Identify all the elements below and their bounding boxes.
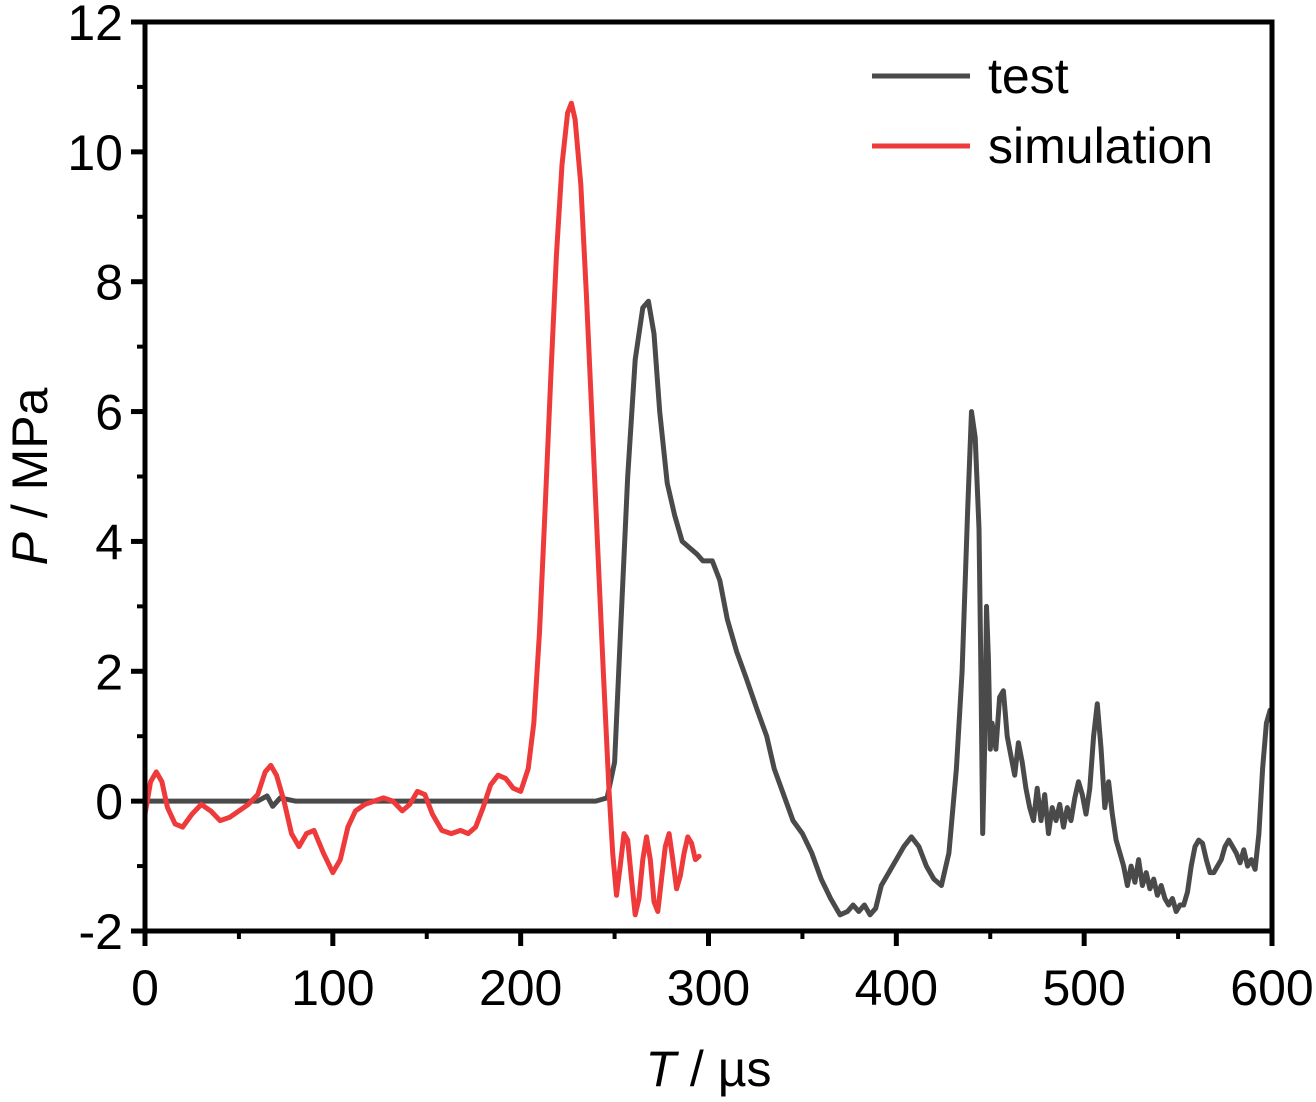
y-axis-title: P / MPa xyxy=(2,387,58,565)
legend-label-test: test xyxy=(988,48,1069,104)
y-axis-unit: / MPa xyxy=(2,387,58,532)
y-tick-label: 4 xyxy=(95,514,123,570)
series-line-test xyxy=(142,298,1273,918)
y-tick-label: 10 xyxy=(67,125,123,181)
y-tick-label: 2 xyxy=(95,644,123,700)
y-axis-symbol: P xyxy=(2,531,58,565)
x-tick-label: 100 xyxy=(291,960,374,1016)
legend: test simulation xyxy=(872,48,1213,174)
y-tick-label: -2 xyxy=(79,904,123,960)
x-tick-label: 600 xyxy=(1230,960,1313,1016)
x-tick-label: 300 xyxy=(667,960,750,1016)
legend-label-simulation: simulation xyxy=(988,118,1213,174)
x-axis-title: T / µs xyxy=(645,1041,771,1097)
x-tick-label: 0 xyxy=(131,960,159,1016)
x-axis-unit: / µs xyxy=(676,1041,771,1097)
x-tick-label: 400 xyxy=(855,960,938,1016)
series-line-simulation xyxy=(142,100,702,918)
y-tick-label: 0 xyxy=(95,774,123,830)
x-axis-symbol: T xyxy=(645,1041,679,1097)
y-tick-label: 12 xyxy=(67,0,123,51)
y-tick-label: 8 xyxy=(95,255,123,311)
x-tick-label: 500 xyxy=(1042,960,1125,1016)
x-tick-label: 200 xyxy=(479,960,562,1016)
series-layer xyxy=(142,100,1273,918)
y-tick-label: 6 xyxy=(95,385,123,441)
